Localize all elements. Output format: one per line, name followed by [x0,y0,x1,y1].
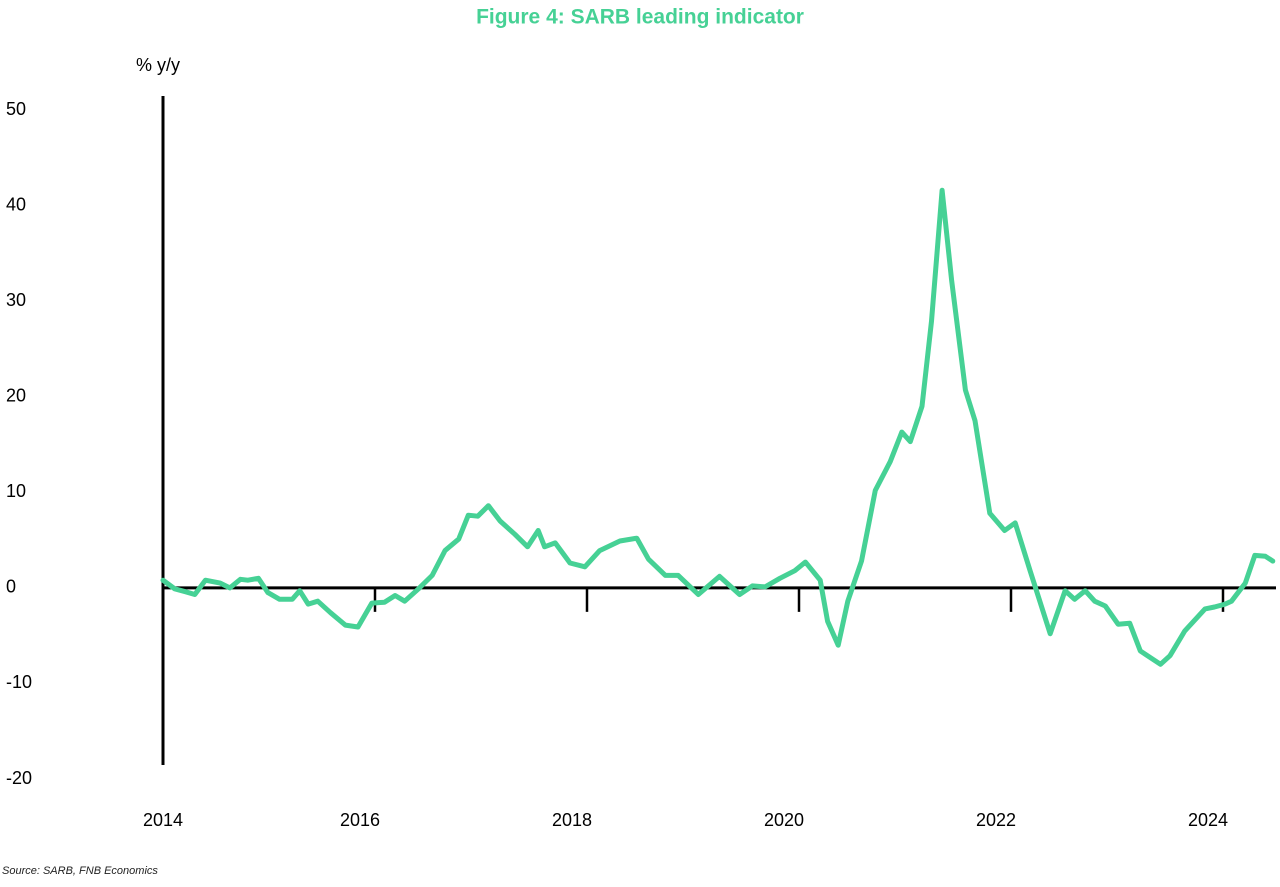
y-tick-label: 0 [6,577,16,597]
y-tick-label: 10 [6,481,26,501]
y-tick-label: 40 [6,194,26,214]
y-axis-label: % y/y [136,55,180,75]
y-tick-label: -20 [6,768,32,788]
x-tick-label: 2014 [143,810,183,830]
x-tick-label: 2024 [1188,810,1228,830]
x-tick-label: 2020 [764,810,804,830]
y-tick-label: 20 [6,385,26,405]
source-note: Source: SARB, FNB Economics [2,865,158,877]
data-line [160,187,1276,667]
y-tick-label: -10 [6,672,32,692]
x-tick-label: 2018 [552,810,592,830]
y-tick-label: 30 [6,290,26,310]
x-tick-label: 2022 [976,810,1016,830]
x-tick-label: 2016 [340,810,380,830]
y-tick-label: 50 [6,99,26,119]
chart-title: Figure 4: SARB leading indicator [476,6,804,29]
